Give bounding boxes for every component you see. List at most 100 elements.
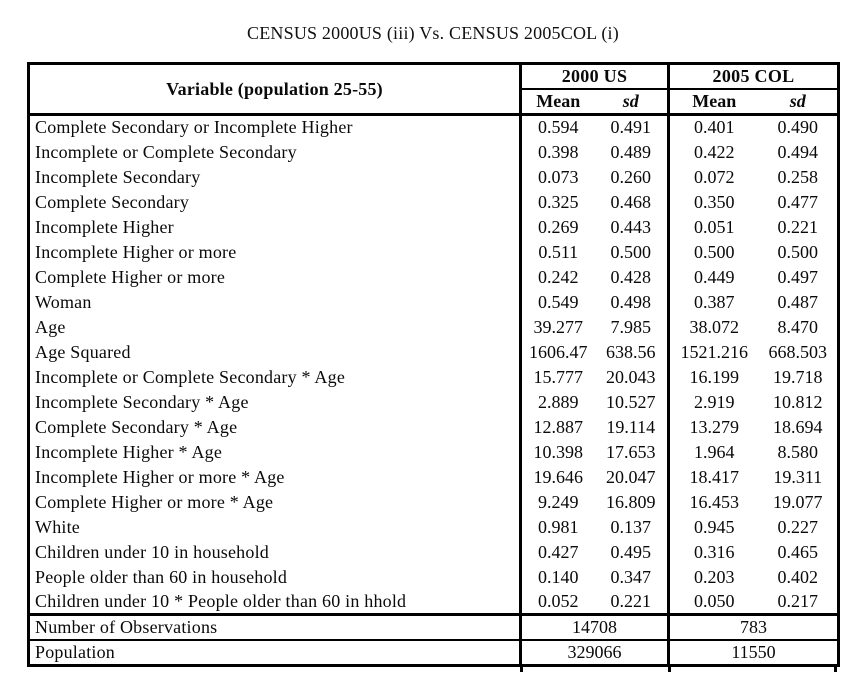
mean-2000us-cell: 0.398 — [519, 139, 595, 165]
mean-2005col-cell: 0.387 — [667, 289, 759, 315]
sd-2005col-cell: 0.465 — [777, 541, 819, 562]
summary-label: Population — [28, 639, 521, 666]
table-row: Incomplete Higher 0.269 0.443 0.051 0.22… — [29, 214, 839, 240]
row-label: Incomplete or Complete Secondary * Age — [35, 366, 346, 387]
table-row: Incomplete Higher or more 0.511 0.500 0.… — [29, 239, 839, 265]
row-label: Complete Secondary — [35, 191, 190, 212]
sd-2000us-cell: 0.468 — [610, 191, 652, 212]
mean-2005col-cell: 0.500 — [667, 239, 759, 265]
table-row: Woman 0.549 0.498 0.387 0.487 — [29, 289, 839, 315]
sd-2005col-cell: 0.217 — [777, 590, 819, 611]
summary-2005col-cell: 783 — [667, 613, 839, 640]
group-header-2005col: 2005 COL — [667, 63, 839, 90]
summary-label: Number of Observations — [28, 613, 521, 640]
sd-2005col-cell: 0.494 — [777, 141, 819, 162]
sd-2000us-cell: 7.985 — [610, 316, 652, 337]
sd-2000us-cell: 0.500 — [610, 241, 652, 262]
row-label: Incomplete Higher * Age — [35, 441, 223, 462]
sd-2005col-cell: 19.311 — [773, 466, 823, 487]
table-row: Complete Secondary 0.325 0.468 0.350 0.4… — [29, 189, 839, 215]
mean-2000us-cell: 1606.47 — [519, 339, 595, 365]
sd-2005col-cell: 19.718 — [773, 366, 823, 387]
table-row: Incomplete Higher or more * Age 19.646 2… — [29, 464, 839, 490]
mean-2005col-cell: 0.350 — [667, 189, 759, 215]
mean-2005col-cell: 2.919 — [667, 389, 759, 415]
table-summary: Number of Observations 14708 783 Populat… — [28, 613, 839, 666]
sd-2000us-cell: 10.527 — [606, 391, 656, 412]
sd-2000us-cell: 0.489 — [610, 141, 652, 162]
row-label: Incomplete Higher or more — [35, 241, 237, 262]
sd-2005col-cell: 668.503 — [768, 341, 828, 362]
sd-2000us-cell: 0.443 — [610, 216, 652, 237]
sd-2005col-cell: 18.694 — [773, 416, 823, 437]
summary-row: Number of Observations 14708 783 — [28, 613, 839, 640]
sd-2005col-cell: 0.227 — [777, 516, 819, 537]
table-header: Variable (population 25-55) 2000 US 2005… — [28, 63, 839, 116]
table-row: White 0.981 0.137 0.945 0.227 — [29, 514, 839, 540]
table-row: Age Squared 1606.47 638.56 1521.216 668.… — [29, 339, 839, 365]
scan-artifact-line — [520, 666, 523, 672]
header-row-groups: Variable (population 25-55) 2000 US 2005… — [28, 63, 839, 116]
sd-2000us-cell: 20.043 — [606, 366, 656, 387]
mean-2000us-cell: 19.646 — [519, 464, 595, 490]
sd-2005col-cell: 0.221 — [777, 216, 819, 237]
mean-2000us-cell: 0.140 — [519, 564, 595, 590]
mean-header-2005col: Mean — [667, 89, 759, 116]
row-label: Complete Higher or more * Age — [35, 491, 274, 512]
scan-artifact-line — [668, 666, 671, 672]
sd-2000us-cell: 638.56 — [606, 341, 656, 362]
mean-2000us-cell: 0.511 — [519, 239, 595, 265]
census-comparison-table: Variable (population 25-55) 2000 US 2005… — [27, 62, 840, 667]
table-row: Complete Higher or more * Age 9.249 16.8… — [29, 489, 839, 515]
sd-2005col-cell: 0.490 — [777, 117, 819, 138]
table-title: CENSUS 2000US (iii) Vs. CENSUS 2005COL (… — [247, 23, 619, 43]
summary-2005col-cell: 11550 — [667, 639, 839, 666]
mean-header-2000us: Mean — [519, 89, 595, 116]
sd-2005col-cell: 8.580 — [777, 441, 819, 462]
sd-2005col-cell: 10.812 — [773, 391, 823, 412]
row-label: Incomplete Secondary — [35, 166, 201, 187]
mean-2005col-cell: 18.417 — [667, 464, 759, 490]
mean-2005col-cell: 13.279 — [667, 414, 759, 440]
variable-column-header: Variable (population 25-55) — [28, 63, 521, 116]
mean-2005col-cell: 1.964 — [667, 439, 759, 465]
mean-2005col-cell: 0.203 — [667, 564, 759, 590]
census-table-wrap: Variable (population 25-55) 2000 US 2005… — [27, 62, 840, 672]
sd-2005col-cell: 0.477 — [777, 191, 819, 212]
mean-2005col-cell: 0.072 — [667, 164, 759, 190]
sd-2000us-cell: 19.114 — [606, 416, 656, 437]
sd-2005col-cell: 0.402 — [777, 566, 819, 587]
mean-2000us-cell: 0.269 — [519, 214, 595, 240]
mean-2005col-cell: 38.072 — [667, 314, 759, 340]
sd-2000us-cell: 0.428 — [610, 266, 652, 287]
mean-2000us-cell: 0.594 — [519, 114, 595, 140]
sd-2000us-cell: 0.260 — [610, 166, 652, 187]
row-label: Woman — [35, 291, 92, 312]
table-row: Complete Secondary or Incomplete Higher … — [29, 114, 839, 140]
mean-2000us-cell: 2.889 — [519, 389, 595, 415]
sd-2005col-cell: 8.470 — [777, 316, 819, 337]
scan-artifact-line — [834, 666, 837, 672]
row-label: Children under 10 in household — [35, 541, 269, 562]
mean-2000us-cell: 10.398 — [519, 439, 595, 465]
sd-2005col-cell: 0.497 — [777, 266, 819, 287]
sd-2000us-cell: 0.137 — [610, 516, 652, 537]
summary-2000us-cell: 14708 — [519, 613, 669, 640]
mean-2005col-cell: 1521.216 — [667, 339, 759, 365]
sd-2000us-cell: 0.491 — [610, 117, 652, 138]
mean-2005col-cell: 0.422 — [667, 139, 759, 165]
row-label: White — [35, 516, 80, 537]
sd-2005col-cell: 0.258 — [777, 166, 819, 187]
header-row-stats: Mean sd Mean sd — [29, 89, 839, 116]
row-label: Complete Secondary * Age — [35, 416, 238, 437]
table-row: Incomplete Higher * Age 10.398 17.653 1.… — [29, 439, 839, 465]
row-label: Incomplete or Complete Secondary — [35, 141, 297, 162]
summary-row: Population 329066 11550 — [28, 639, 839, 666]
mean-2005col-cell: 16.453 — [667, 489, 759, 515]
table-row: Children under 10 * People older than 60… — [29, 589, 839, 615]
sd-2000us-cell: 0.498 — [610, 291, 652, 312]
sd-2005col-cell: 19.077 — [773, 491, 823, 512]
row-label: Incomplete Higher — [35, 216, 174, 237]
mean-2000us-cell: 39.277 — [519, 314, 595, 340]
summary-2000us-cell: 329066 — [519, 639, 669, 666]
